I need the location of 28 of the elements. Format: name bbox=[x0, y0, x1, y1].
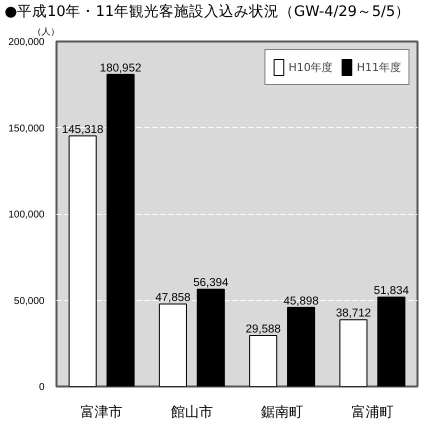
y-tick-label: 200,000 bbox=[8, 37, 45, 48]
bar bbox=[106, 74, 135, 386]
bar bbox=[287, 306, 316, 386]
data-label: 45,898 bbox=[283, 295, 319, 308]
chart-title: ●平成10年・11年観光客施設入込み状況（GW-4/29～5/5） bbox=[4, 3, 410, 20]
bar bbox=[249, 334, 278, 386]
data-label: 180,952 bbox=[100, 62, 142, 74]
bar bbox=[196, 288, 225, 386]
bar bbox=[377, 296, 406, 386]
x-tick-label: 富浦町 bbox=[351, 404, 394, 420]
x-tick-label: 鋸南町 bbox=[261, 404, 304, 420]
legend-label: H11年度 bbox=[356, 60, 401, 74]
bar bbox=[339, 319, 368, 386]
data-label: 51,834 bbox=[374, 285, 410, 298]
data-label: 56,394 bbox=[193, 277, 230, 290]
data-label: 47,858 bbox=[155, 292, 191, 304]
bar bbox=[158, 303, 187, 386]
x-tick-label: 富津市 bbox=[80, 404, 123, 420]
y-tick-label: 100,000 bbox=[8, 210, 45, 220]
data-label: 29,588 bbox=[246, 323, 281, 336]
legend-label: H10年度 bbox=[288, 60, 333, 74]
data-label: 145,318 bbox=[62, 124, 104, 136]
x-tick-label: 館山市 bbox=[170, 404, 213, 420]
y-tick-label: 0 bbox=[38, 382, 45, 393]
y-tick-label: 50,000 bbox=[14, 296, 45, 307]
y-axis-title: （人） bbox=[32, 26, 60, 38]
data-label: 38,712 bbox=[336, 308, 372, 320]
y-tick-label: 150,000 bbox=[8, 123, 45, 134]
